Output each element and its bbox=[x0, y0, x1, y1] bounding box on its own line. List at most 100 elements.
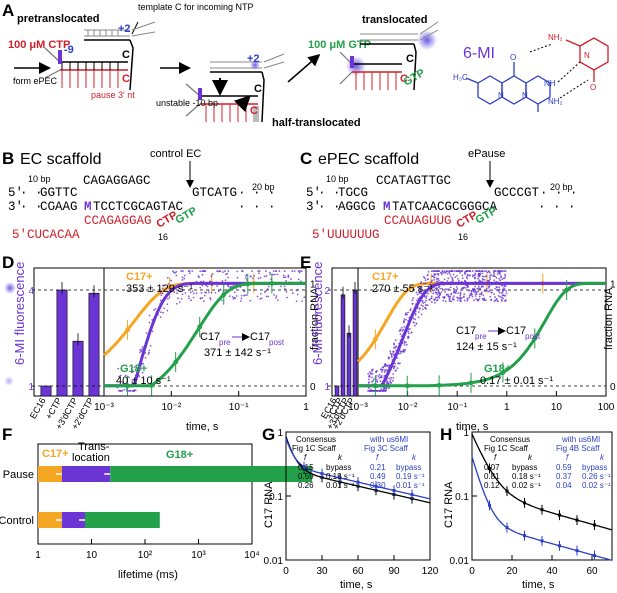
b-bot-dots-r: · · · bbox=[238, 200, 276, 214]
scatter-point bbox=[448, 299, 451, 301]
scatter-point bbox=[183, 274, 186, 277]
segment-purple bbox=[61, 512, 86, 528]
scatter-point bbox=[456, 299, 459, 302]
scatter-point bbox=[466, 274, 469, 277]
data-point bbox=[356, 480, 360, 484]
b-top-seq3: GTCATG bbox=[192, 186, 237, 200]
scatter-point bbox=[432, 289, 435, 292]
b-top-seq1: GGTTC bbox=[40, 186, 78, 200]
c-bot-dots-r: · · · bbox=[538, 200, 576, 214]
scatter-point bbox=[219, 270, 222, 272]
scatter-point bbox=[457, 278, 459, 280]
scatter-point bbox=[275, 297, 277, 299]
half-template-c: C bbox=[254, 83, 262, 95]
scatter-point bbox=[500, 298, 503, 301]
table-f: 0.30 bbox=[370, 481, 386, 490]
x-tick-label: 60 bbox=[586, 566, 598, 577]
scatter-point bbox=[436, 278, 439, 281]
f-xlabel: lifetime (ms) bbox=[118, 569, 178, 581]
scatter-point bbox=[253, 275, 256, 277]
scatter-point bbox=[283, 270, 286, 272]
b-rna-5: 5′CUCACAA bbox=[12, 228, 80, 242]
scatter-point bbox=[384, 363, 386, 366]
scatter-point bbox=[504, 270, 507, 272]
e-xlabel: time, s bbox=[456, 421, 489, 433]
scatter-point bbox=[500, 275, 502, 278]
scatter-point bbox=[151, 330, 154, 333]
scatter-point bbox=[454, 292, 457, 294]
scatter-point bbox=[441, 287, 444, 290]
scatter-point bbox=[385, 381, 388, 383]
scatter-point bbox=[478, 293, 481, 296]
scatter-point bbox=[438, 294, 441, 297]
scatter-point bbox=[258, 270, 261, 272]
c-top-dots-r: · · · bbox=[540, 186, 578, 200]
scatter-point bbox=[501, 284, 504, 287]
scatter-point bbox=[493, 270, 496, 272]
scatter-point bbox=[474, 293, 477, 296]
scatter-point bbox=[382, 389, 385, 391]
data-point bbox=[523, 534, 526, 538]
scatter-point bbox=[411, 299, 414, 302]
scatter-point bbox=[378, 377, 381, 380]
scatter-point bbox=[463, 293, 466, 296]
scatter-point bbox=[492, 271, 495, 274]
scatter-point bbox=[499, 279, 502, 282]
scatter-point bbox=[420, 289, 423, 292]
h-col-k1: k bbox=[528, 453, 533, 462]
scatter-point bbox=[264, 290, 267, 293]
x-tick-label: 10² bbox=[138, 550, 153, 561]
scatter-point bbox=[500, 276, 502, 279]
scatter-point bbox=[503, 294, 506, 297]
minus9-label: -9 bbox=[64, 44, 74, 56]
scatter-point bbox=[131, 371, 133, 374]
y-tick-label: 0.1 bbox=[269, 492, 283, 503]
scatter-point bbox=[407, 335, 409, 338]
g-fit-table: 0.15 bypass 0.59 0.18 s⁻¹ 0.26 0.01 s⁻¹ 0.21 by… bbox=[298, 463, 425, 490]
scatter-point bbox=[431, 275, 434, 278]
scatter-point bbox=[473, 274, 476, 277]
table-f: 0.21 bbox=[370, 463, 386, 472]
scatter-point bbox=[449, 286, 452, 289]
e-c17-rate: 270 ± 55 s⁻¹ bbox=[372, 283, 433, 295]
scatter-point bbox=[403, 325, 406, 328]
scatter-point bbox=[452, 291, 455, 294]
scatter-point bbox=[436, 280, 439, 283]
scatter-point bbox=[415, 291, 418, 294]
scatter-point bbox=[416, 286, 419, 289]
scatter-point bbox=[430, 295, 433, 298]
scatter-point bbox=[249, 299, 252, 302]
nh-label: NH bbox=[544, 79, 556, 88]
scatter-point bbox=[496, 289, 499, 291]
scatter-point bbox=[493, 279, 496, 282]
scatter-point bbox=[251, 270, 253, 272]
scatter-point bbox=[481, 278, 484, 280]
scatter-point bbox=[240, 294, 243, 297]
scatter-point bbox=[478, 298, 481, 301]
scatter-point bbox=[462, 296, 465, 299]
scatter-point bbox=[371, 376, 373, 379]
scatter-point bbox=[400, 326, 403, 329]
scatter-point bbox=[465, 276, 468, 279]
scatter-point bbox=[236, 276, 239, 279]
scatter-point bbox=[398, 362, 400, 365]
scatter-point bbox=[449, 295, 452, 298]
scatter-point bbox=[458, 270, 461, 272]
scatter-point bbox=[410, 331, 413, 334]
scatter-point bbox=[495, 298, 498, 301]
table-k: bypass bbox=[326, 463, 351, 472]
scatter-point bbox=[473, 291, 476, 294]
scatter-point bbox=[374, 370, 377, 373]
panel-label-c: C bbox=[300, 149, 312, 168]
scatter-point bbox=[141, 346, 144, 348]
scatter-point bbox=[180, 298, 183, 300]
scatter-point bbox=[471, 288, 474, 290]
c-top-seq2: CCATAGTTGC bbox=[376, 174, 451, 188]
y-tick-label: 0 bbox=[310, 382, 316, 393]
scatter-point bbox=[501, 291, 503, 294]
c-top-seq1: TCCG bbox=[338, 186, 368, 200]
h-h2: Fig 1C Scaff bbox=[484, 444, 529, 453]
scatter-point bbox=[490, 291, 493, 294]
b-top-dots: · · · bbox=[20, 186, 58, 200]
scatter-point bbox=[446, 272, 449, 275]
